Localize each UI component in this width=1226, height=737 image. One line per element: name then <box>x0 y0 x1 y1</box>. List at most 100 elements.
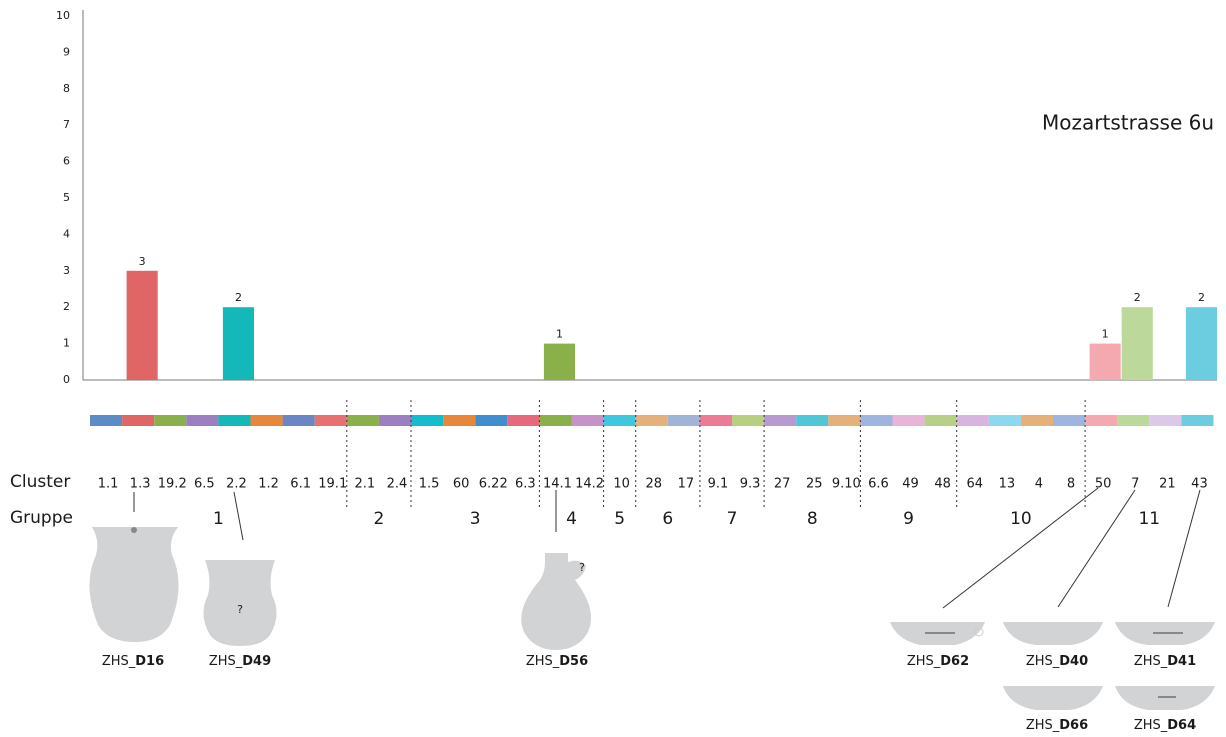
vessel-d16 <box>89 527 179 642</box>
cluster-color <box>314 415 347 426</box>
cluster-label: 9.3 <box>740 477 761 492</box>
vessel-prefix: ZHS_ <box>526 654 560 669</box>
connector <box>942 487 1099 609</box>
cluster-label: 14.2 <box>575 477 604 492</box>
chart-title: Mozartstrasse 6u <box>1042 111 1214 135</box>
cluster-color <box>1181 415 1214 426</box>
vessel-d66 <box>1003 686 1103 710</box>
group-label: 6 <box>662 509 673 529</box>
vessel-note: ? <box>237 603 243 616</box>
vessel-id: D66 <box>1059 718 1088 733</box>
y-tick-label: 10 <box>56 9 70 22</box>
vessel-label: ZHS_D40 <box>1026 654 1088 669</box>
cluster-label: 19.2 <box>158 477 187 492</box>
cluster-label: 28 <box>645 477 662 492</box>
cluster-label: 6.6 <box>868 477 889 492</box>
connectors <box>133 487 1201 609</box>
vessel-label: ZHS_D64 <box>1134 718 1196 733</box>
vessel-prefix: ZHS_ <box>1134 654 1168 669</box>
bar <box>1089 343 1121 380</box>
group-label: 7 <box>727 509 738 529</box>
cluster-color <box>1085 415 1118 426</box>
cluster-label: 25 <box>806 477 823 492</box>
y-tick-label: 7 <box>63 118 70 131</box>
cluster-label: 1.5 <box>419 477 440 492</box>
cluster-color <box>956 415 989 426</box>
group-label: 10 <box>1010 509 1032 529</box>
cluster-color <box>1053 415 1086 426</box>
vessel-labels: ZHS_D16 ZHS_D49 ZHS_D56 ZHS_D62 ZHS_D40 ZHS_D… <box>102 654 1196 733</box>
cluster-color <box>635 415 668 426</box>
connector <box>1167 489 1201 608</box>
cluster-label: 4 <box>1035 477 1043 492</box>
bar <box>126 270 158 380</box>
vessel-id: D49 <box>242 654 271 669</box>
row-label: Gruppe <box>10 508 73 528</box>
group-label: 11 <box>1138 509 1160 529</box>
cluster-label: 1.3 <box>130 477 151 492</box>
vessel-d49 <box>203 560 277 646</box>
cluster-color <box>667 415 700 426</box>
cluster-label: 19.1 <box>318 477 347 492</box>
cluster-label: 6.1 <box>290 477 311 492</box>
cluster-label: 6.5 <box>194 477 215 492</box>
vessel-label: ZHS_D49 <box>209 654 271 669</box>
y-tick-label: 3 <box>63 264 70 277</box>
cluster-label: 9.1 <box>708 477 729 492</box>
vessel-id: D16 <box>135 654 164 669</box>
bar <box>222 307 254 380</box>
bar <box>1121 307 1153 380</box>
cluster-label: 64 <box>966 477 983 492</box>
cluster-color <box>186 415 219 426</box>
vessel-prefix: ZHS_ <box>1026 654 1060 669</box>
cluster-label: 2.2 <box>226 477 247 492</box>
bar <box>1185 307 1217 380</box>
cluster-color <box>1020 415 1053 426</box>
connector <box>1057 489 1136 608</box>
cluster-label: 43 <box>1191 477 1208 492</box>
cluster-color <box>154 415 187 426</box>
cluster-label: 49 <box>902 477 919 492</box>
bar <box>543 343 575 380</box>
cluster-label: 6.22 <box>479 477 508 492</box>
vessel-id: D56 <box>559 654 588 669</box>
cluster-label: 1.1 <box>98 477 119 492</box>
row-label: Cluster <box>10 472 70 492</box>
vessel-detail <box>131 527 137 533</box>
vessel-prefix: ZHS_ <box>1026 718 1060 733</box>
vessels <box>89 527 1215 710</box>
group-label: 1 <box>213 509 224 529</box>
cluster-label: 2.1 <box>355 477 376 492</box>
cluster-label: 50 <box>1095 477 1112 492</box>
cluster-label: 1.2 <box>258 477 279 492</box>
bar-value-label: 3 <box>139 255 146 268</box>
cluster-color <box>378 415 411 426</box>
y-tick-label: 6 <box>63 155 70 168</box>
vessel-label: ZHS_D62 <box>907 654 969 669</box>
y-tick-label: 1 <box>63 337 70 350</box>
cluster-color <box>571 415 604 426</box>
cluster-color <box>218 415 251 426</box>
group-label: 5 <box>614 509 625 529</box>
vessel-label: ZHS_D56 <box>526 654 588 669</box>
y-tick-label: 8 <box>63 82 70 95</box>
cluster-color <box>250 415 283 426</box>
bar-value-label: 1 <box>556 328 563 341</box>
cluster-label: 10 <box>613 477 630 492</box>
cluster-label: 60 <box>453 477 470 492</box>
cluster-label: 48 <box>934 477 951 492</box>
cluster-color <box>507 415 540 426</box>
cluster-color <box>539 415 572 426</box>
cluster-color <box>892 415 925 426</box>
vessel-label: ZHS_D66 <box>1026 718 1088 733</box>
cluster-color <box>1117 415 1150 426</box>
cluster-color <box>122 415 155 426</box>
cluster-label: 21 <box>1159 477 1176 492</box>
cluster-color <box>796 415 829 426</box>
cluster-label: 17 <box>678 477 695 492</box>
y-tick-label: 0 <box>63 373 70 386</box>
cluster-color <box>346 415 379 426</box>
bar-value-label: 2 <box>1134 291 1141 304</box>
group-label: 8 <box>807 509 818 529</box>
